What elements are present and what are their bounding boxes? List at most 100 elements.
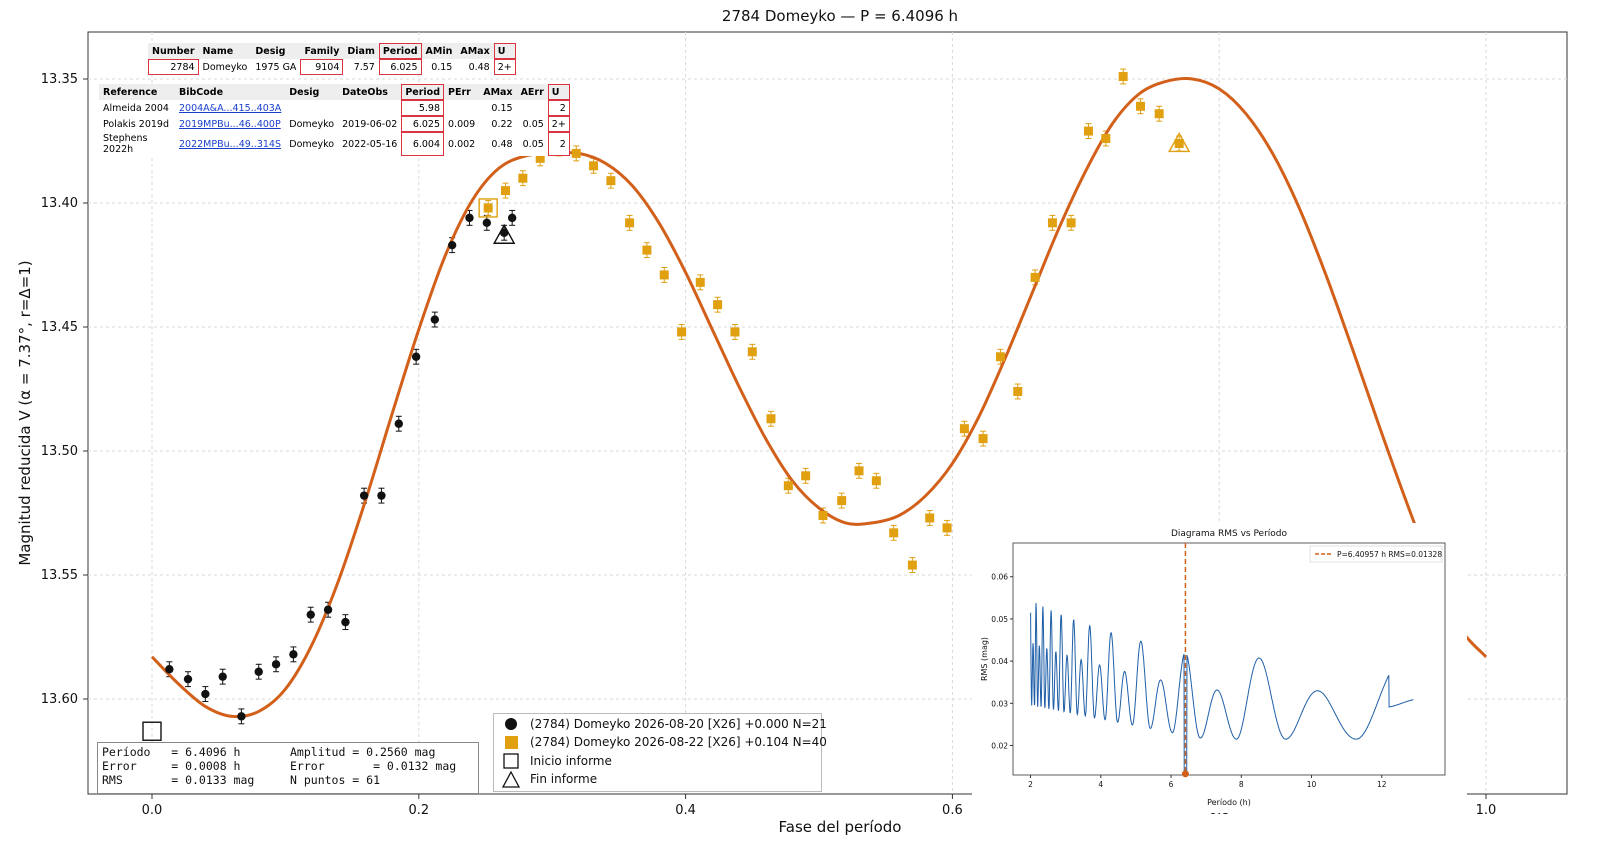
data-points — [165, 72, 1184, 721]
col-desig: Desig — [251, 43, 301, 59]
ref-dateobs: 2022-05-16 — [342, 138, 398, 150]
inset-x-tick-label: 8 — [1239, 780, 1244, 789]
ref-period: 6.004 — [401, 132, 445, 156]
end-marker — [492, 223, 516, 244]
stat-period-error: Error = 0.0008 h — [102, 759, 241, 773]
point-night1 — [394, 419, 403, 428]
start-marker — [478, 198, 498, 218]
legend-end: Fin informe — [530, 772, 598, 786]
point-night2 — [747, 347, 757, 357]
stat-amplitude-error: Error = 0.0132 mag — [290, 759, 457, 773]
rms-period-inset: Diagrama RMS vs Período 2 4 6 8 10 12 0.02 0.03… — [972, 523, 1467, 813]
point-night2 — [1118, 72, 1128, 82]
point-night2 — [1047, 218, 1057, 228]
point-night2 — [959, 424, 969, 434]
ref-col-u: U — [547, 84, 570, 100]
point-night2 — [677, 327, 687, 337]
ref-period: 6.025 — [401, 116, 445, 132]
col-amax: AMax — [456, 43, 494, 59]
point-night2 — [942, 523, 952, 533]
cell-number: 2784 — [148, 59, 199, 75]
y-tick-label: 13.35 — [41, 72, 78, 87]
fit-statistics-box: Período = 6.4096 h Error = 0.0008 h RMS … — [97, 742, 479, 794]
inset-x-tick-label: 6 — [1169, 780, 1174, 789]
point-night1 — [306, 610, 315, 619]
cell-desig: 1975 GA — [255, 61, 297, 73]
point-night1 — [499, 228, 509, 237]
ref-col-desig: Desig — [285, 84, 339, 100]
y-axis-label: Magnitud reducida V (α = 7.37°, r=Δ=1) — [16, 260, 34, 565]
report-markers — [142, 132, 1191, 741]
point-night2 — [889, 528, 899, 538]
point-night1 — [377, 491, 386, 500]
point-night2 — [483, 203, 493, 213]
inset-y-tick-label: 0.04 — [991, 657, 1008, 666]
y-axis-ticks: 13.35 13.40 13.45 13.50 13.55 13.60 — [41, 72, 88, 707]
cell-name: Domeyko — [202, 61, 248, 73]
ref-col-bibcode: BibCode — [175, 84, 286, 100]
col-u: U — [493, 43, 516, 59]
legend-end-marker — [501, 770, 521, 788]
inset-title: Diagrama RMS vs Período — [1171, 529, 1288, 539]
y-tick-label: 13.40 — [41, 196, 78, 211]
ref-perr: 0.002 — [448, 138, 476, 150]
point-night2 — [837, 496, 847, 506]
chart-legend: (2784) Domeyko 2026-08-20 [X26] +0.000 N… — [493, 713, 827, 792]
point-night1 — [289, 650, 298, 659]
col-amin: AMin — [421, 43, 457, 59]
ref-dateobs — [338, 100, 401, 116]
point-night2 — [1174, 138, 1184, 148]
point-night1 — [341, 617, 350, 627]
point-night1 — [271, 660, 281, 669]
ref-period: 5.98 — [401, 100, 445, 116]
ref-col-amax: AMax — [479, 84, 517, 100]
point-night2 — [818, 510, 828, 520]
ref-aerr: 0.05 — [522, 138, 544, 150]
ref-reference: Almeida 2004 — [103, 102, 169, 114]
inset-frame — [1012, 542, 1446, 776]
bibcode-link[interactable]: 2004A&A...415..403A — [179, 102, 282, 114]
point-night1 — [411, 352, 421, 361]
cell-amin: 0.15 — [431, 61, 453, 73]
stat-period: Período = 6.4096 h — [102, 745, 241, 759]
point-night1 — [183, 674, 193, 684]
point-night1 — [447, 240, 457, 250]
point-night2 — [978, 434, 988, 444]
point-night2 — [1066, 218, 1076, 228]
inset-y-label: RMS (mag) — [980, 637, 989, 681]
ref-amax: 0.15 — [491, 102, 513, 114]
rms-curve — [1030, 602, 1414, 775]
point-night2 — [925, 513, 935, 523]
lcdb-summary-table: Number Name Desig Family Diam Period AMi… — [148, 43, 516, 75]
ref-reference: Stephens 2022h — [103, 133, 148, 155]
legend-series1: (2784) Domeyko 2026-08-20 [X26] +0.000 N… — [530, 717, 827, 731]
point-night2 — [854, 466, 864, 476]
point-night1 — [430, 315, 440, 324]
end-marker — [1167, 132, 1191, 153]
x-tick-label: 1.0 — [1476, 803, 1497, 818]
point-night2 — [713, 300, 723, 310]
cell-u: 2+ — [493, 59, 516, 75]
inset-y-tick-label: 0.05 — [991, 615, 1008, 624]
point-night2 — [783, 481, 793, 491]
col-number: Number — [148, 43, 199, 59]
bibcode-link[interactable]: 2019MPBu...46..400P — [179, 118, 281, 130]
ref-col-perr: PErr — [444, 84, 480, 100]
inset-y-tick-label: 0.06 — [991, 573, 1008, 582]
point-night2 — [571, 148, 581, 158]
point-night1 — [237, 712, 246, 721]
point-night1 — [482, 218, 492, 228]
bibcode-link[interactable]: 2022MPBu...49..314S — [179, 138, 281, 150]
point-night2 — [1083, 126, 1093, 136]
stat-amplitude: Amplitud = 0.2560 mag — [290, 745, 436, 759]
ref-col-aerr: AErr — [516, 84, 548, 100]
point-night1 — [359, 491, 369, 500]
point-night1 — [165, 665, 174, 674]
point-night1 — [201, 689, 210, 699]
col-family: Family — [300, 43, 344, 59]
point-night1 — [507, 213, 517, 223]
chart-title: 2784 Domeyko — P = 6.4096 h — [722, 7, 958, 25]
ref-u: 2 — [547, 100, 570, 116]
inset-x-tick-label: 4 — [1098, 780, 1103, 789]
